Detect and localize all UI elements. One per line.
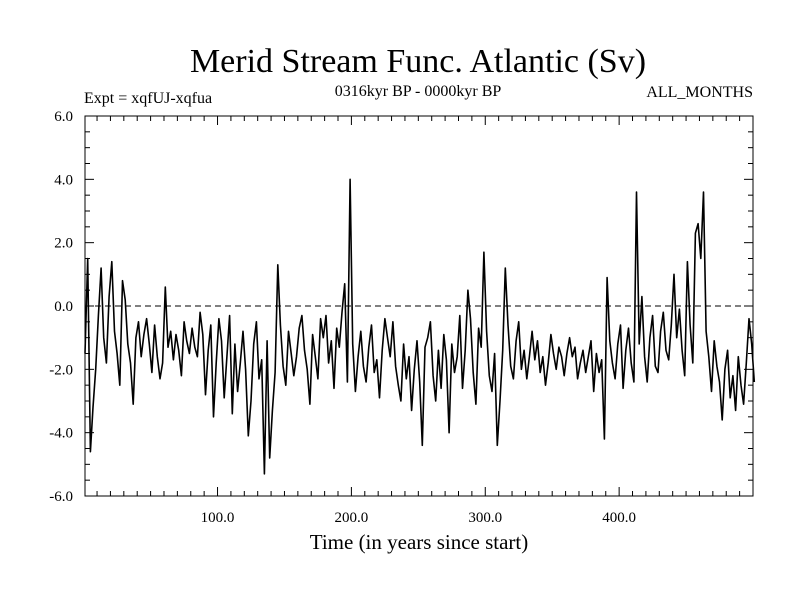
x-tick-label: 200.0 bbox=[335, 510, 369, 526]
y-tick-label: -2.0 bbox=[49, 362, 73, 378]
y-tick-label: 6.0 bbox=[54, 109, 73, 125]
chart-subtitle-right: ALL_MONTHS bbox=[646, 84, 753, 101]
chart-subtitle-center: 0316kyr BP - 0000kyr BP bbox=[335, 83, 502, 100]
chart-title: Merid Stream Func. Atlantic (Sv) bbox=[190, 43, 646, 80]
y-tick-label: 0.0 bbox=[54, 299, 73, 315]
x-tick-label: 400.0 bbox=[602, 510, 636, 526]
y-tick-label: -4.0 bbox=[49, 426, 73, 442]
x-tick-label: 300.0 bbox=[468, 510, 502, 526]
x-tick-label: 100.0 bbox=[201, 510, 235, 526]
y-tick-label: 4.0 bbox=[54, 172, 73, 188]
x-axis-label: Time (in years since start) bbox=[310, 530, 529, 554]
chart-subtitle-left: Expt = xqfUJ-xqfua bbox=[84, 90, 212, 107]
y-tick-label: -6.0 bbox=[49, 489, 73, 505]
y-tick-label: 2.0 bbox=[54, 236, 73, 252]
series-line bbox=[84, 178, 756, 475]
